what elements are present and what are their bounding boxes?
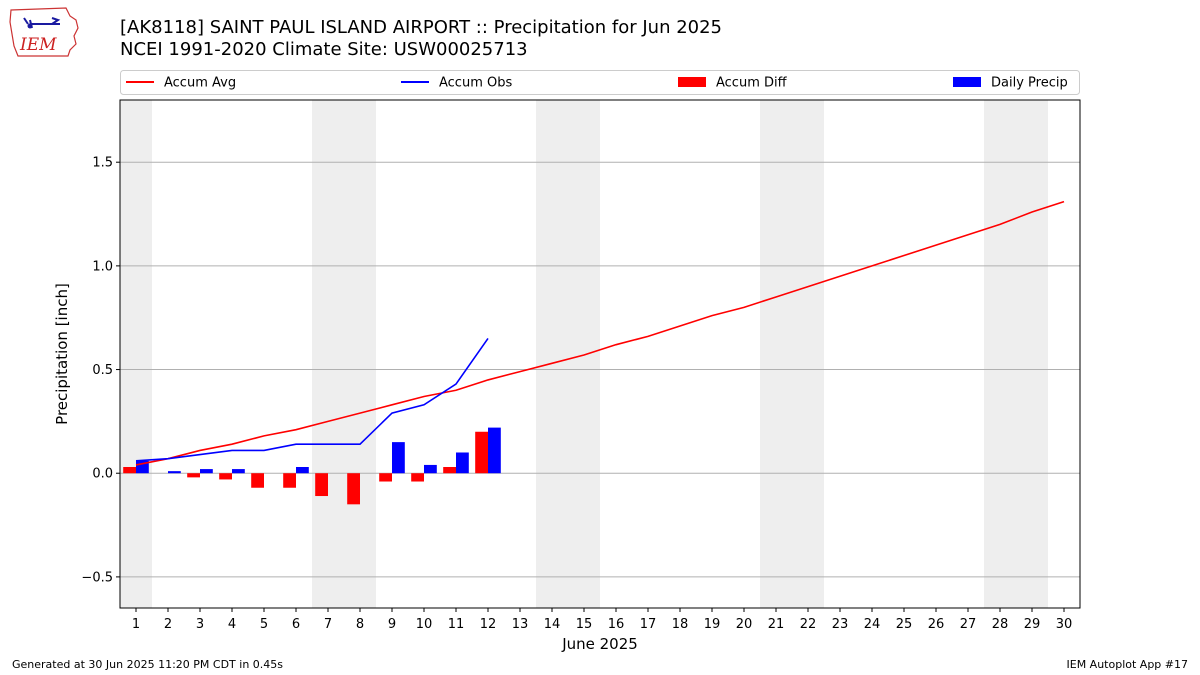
station-dot-icon	[27, 23, 33, 29]
accum-diff-bar	[283, 473, 296, 488]
x-tick-label: 21	[768, 617, 785, 632]
x-tick-label: 26	[928, 617, 945, 632]
accum-diff-bar	[219, 473, 232, 480]
y-tick-label: 1.5	[92, 156, 113, 171]
footer-generated: Generated at 30 Jun 2025 11:20 PM CDT in…	[12, 658, 284, 671]
accum-diff-bar	[123, 467, 136, 474]
x-tick-label: 24	[864, 617, 881, 632]
bar-series	[123, 427, 501, 505]
accum-diff-bar	[411, 473, 424, 482]
y-tick-label: −0.5	[81, 570, 113, 585]
x-axis-label: June 2025	[561, 635, 638, 653]
x-tick-label: 30	[1056, 617, 1073, 632]
y-tick-label: 0.0	[92, 467, 113, 482]
x-tick-label: 25	[896, 617, 913, 632]
logo-text: IEM	[19, 35, 57, 55]
accum-obs-line	[135, 337, 489, 462]
x-axis: 1 2 3 4 5 6 7 8 9 10 11 12 13 14 15 16 17 18 19 20 21 22 23 24 2…	[132, 608, 1072, 632]
weekend-shade	[312, 100, 344, 608]
accum-diff-bar	[187, 473, 200, 478]
weekend-shade	[792, 100, 824, 608]
x-tick-label: 10	[416, 617, 433, 632]
legend-box	[120, 70, 1080, 95]
legend-swatch-bar	[953, 77, 981, 87]
accum-diff-bar	[315, 473, 328, 497]
x-tick-label: 9	[388, 617, 396, 632]
x-tick-label: 5	[260, 617, 268, 632]
daily-precip-bar	[200, 469, 213, 474]
x-tick-label: 15	[576, 617, 593, 632]
x-tick-label: 14	[544, 617, 561, 632]
weekend-shade	[1016, 100, 1048, 608]
x-tick-label: 19	[704, 617, 721, 632]
chart-title: [AK8118] SAINT PAUL ISLAND AIRPORT :: Pr…	[120, 17, 723, 38]
x-tick-label: 13	[512, 617, 529, 632]
y-tick-label: 1.0	[92, 259, 113, 274]
daily-precip-bar	[168, 471, 181, 474]
daily-precip-bar	[136, 460, 149, 474]
daily-precip-bar	[232, 469, 245, 474]
y-gridlines	[120, 161, 1080, 578]
weekend-shade	[984, 100, 1016, 608]
legend-label: Accum Diff	[716, 76, 788, 91]
footer-app: IEM Autoplot App #17	[1066, 658, 1189, 671]
daily-precip-bar	[488, 427, 501, 474]
weekend-shade	[760, 100, 792, 608]
chart-subtitle: NCEI 1991-2020 Climate Site: USW00025713	[120, 39, 528, 60]
x-tick-label: 12	[480, 617, 497, 632]
legend: Accum Avg Accum Obs Accum Diff Daily Precip	[120, 70, 1080, 95]
weekend-shade	[120, 100, 152, 608]
x-tick-label: 4	[228, 617, 236, 632]
accum-diff-bar	[443, 467, 456, 474]
x-tick-label: 11	[448, 617, 465, 632]
x-tick-label: 3	[196, 617, 204, 632]
weekend-shade	[568, 100, 600, 608]
x-tick-label: 8	[356, 617, 364, 632]
x-tick-label: 7	[324, 617, 332, 632]
line-series	[135, 200, 1065, 466]
iem-logo: IEM	[9, 7, 79, 57]
x-tick-label: 16	[608, 617, 625, 632]
y-axis-label: Precipitation [inch]	[53, 283, 71, 425]
x-tick-label: 1	[132, 617, 140, 632]
x-tick-label: 2	[164, 617, 172, 632]
x-tick-label: 22	[800, 617, 817, 632]
weekend-shade	[344, 100, 376, 608]
x-tick-label: 17	[640, 617, 657, 632]
x-tick-label: 6	[292, 617, 300, 632]
daily-precip-bar	[296, 467, 309, 474]
y-tick-label: 0.5	[92, 363, 113, 378]
weekend-shading	[120, 100, 1048, 608]
weekend-shade	[536, 100, 568, 608]
wind-vane-icon	[23, 17, 61, 29]
x-tick-label: 23	[832, 617, 849, 632]
daily-precip-bar	[456, 452, 469, 474]
accum-diff-bar	[379, 473, 392, 482]
daily-precip-bar	[392, 442, 405, 474]
legend-swatch-bar	[678, 77, 706, 87]
y-axis: −0.5 0.0 0.5 1.0 1.5	[81, 156, 120, 585]
accum-diff-bar	[475, 431, 488, 474]
daily-precip-bar	[424, 464, 437, 474]
x-tick-label: 20	[736, 617, 753, 632]
legend-label: Daily Precip	[991, 76, 1068, 91]
plot-frame	[119, 99, 1081, 609]
accum-diff-bar	[347, 473, 360, 505]
x-tick-label: 18	[672, 617, 689, 632]
x-tick-label: 27	[960, 617, 977, 632]
x-tick-label: 29	[1024, 617, 1041, 632]
accum-diff-bar	[251, 473, 264, 488]
x-tick-label: 28	[992, 617, 1009, 632]
accum-avg-line	[135, 200, 1065, 466]
legend-label: Accum Obs	[439, 76, 512, 91]
iowa-outline-icon	[9, 7, 79, 57]
legend-label: Accum Avg	[164, 76, 236, 91]
